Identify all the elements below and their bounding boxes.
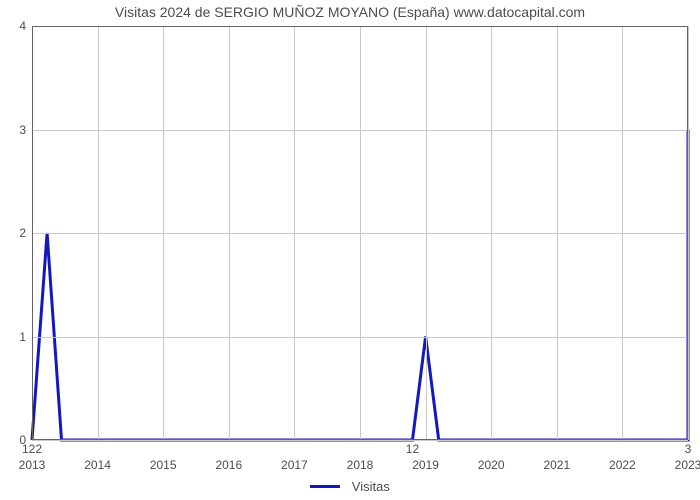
y-tick-label: 3 bbox=[19, 123, 26, 137]
x-tick-label: 2017 bbox=[281, 458, 308, 472]
plot-area: 2013201420152016201720182019202020212022… bbox=[32, 26, 688, 440]
plot-border bbox=[32, 26, 33, 440]
chart-container: Visitas 2024 de SERGIO MUÑOZ MOYANO (Esp… bbox=[0, 0, 700, 500]
y-tick-label: 4 bbox=[19, 19, 26, 33]
x-tick-label: 2020 bbox=[478, 458, 505, 472]
gridline-horizontal bbox=[32, 337, 688, 338]
x-tick-label: 2016 bbox=[215, 458, 242, 472]
x-tick-label: 2021 bbox=[543, 458, 570, 472]
x-tick-label: 2022 bbox=[609, 458, 636, 472]
plot-border bbox=[687, 26, 688, 440]
x-tick-label: 2019 bbox=[412, 458, 439, 472]
x-tick-label: 2015 bbox=[150, 458, 177, 472]
x-tick-label: 2014 bbox=[84, 458, 111, 472]
y-tick-label: 1 bbox=[19, 330, 26, 344]
plot-border bbox=[32, 439, 688, 440]
gridline-vertical bbox=[688, 26, 689, 440]
data-point-label: 3 bbox=[685, 442, 692, 456]
legend: Visitas bbox=[0, 478, 700, 494]
plot-border bbox=[32, 26, 688, 27]
x-tick-label: 2013 bbox=[19, 458, 46, 472]
legend-swatch-icon bbox=[310, 485, 340, 488]
x-tick-label: 2023 bbox=[675, 458, 700, 472]
gridline-horizontal bbox=[32, 233, 688, 234]
y-tick-label: 2 bbox=[19, 226, 26, 240]
legend-label: Visitas bbox=[352, 479, 390, 494]
data-point-label: 12 bbox=[406, 442, 419, 456]
data-point-label: 122 bbox=[22, 442, 42, 456]
x-tick-label: 2018 bbox=[347, 458, 374, 472]
gridline-horizontal bbox=[32, 440, 688, 441]
gridline-horizontal bbox=[32, 130, 688, 131]
chart-title: Visitas 2024 de SERGIO MUÑOZ MOYANO (Esp… bbox=[0, 4, 700, 20]
